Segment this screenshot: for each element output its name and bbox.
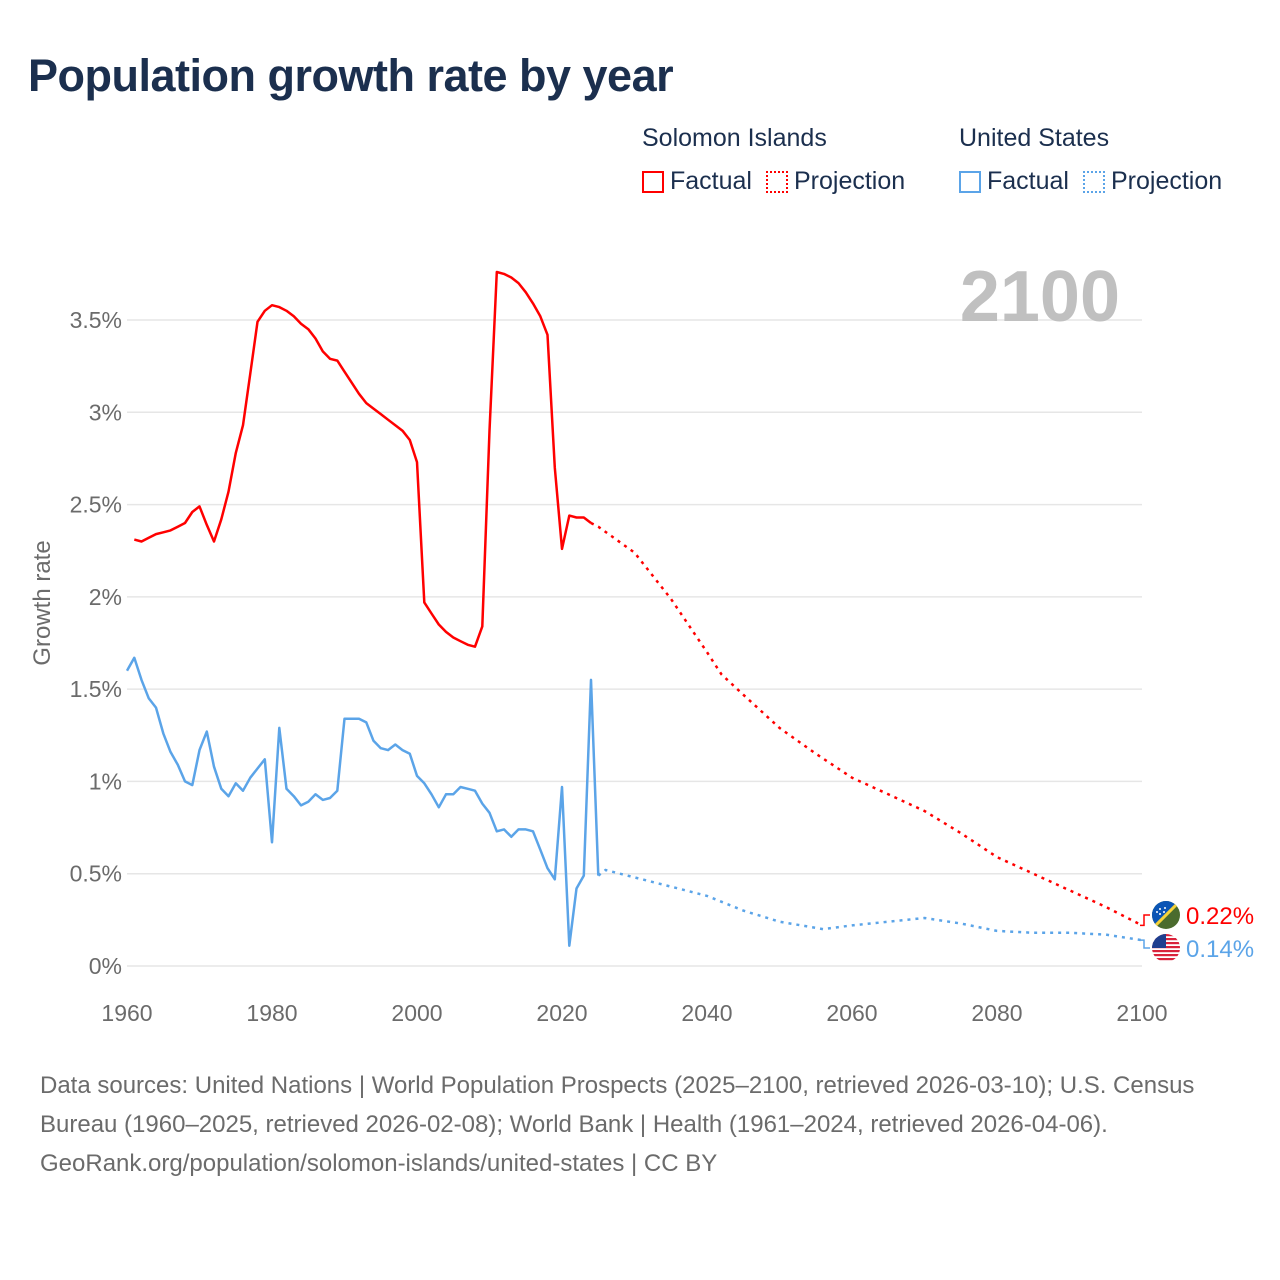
chart-title: Population growth rate by year [28, 50, 674, 101]
y-tick-label: 2% [89, 584, 122, 610]
x-tick-label: 2000 [391, 1000, 442, 1026]
y-tick-label: 3.5% [70, 307, 122, 333]
x-tick-label: 2060 [826, 1000, 877, 1026]
x-tick-label: 2020 [536, 1000, 587, 1026]
legend-swatch-dotted [765, 170, 788, 193]
end-label-connector [1140, 914, 1150, 927]
line-projection-united-states [597, 868, 1143, 942]
y-tick-label: 1% [89, 768, 122, 794]
y-tick-label: 1.5% [70, 676, 122, 702]
x-tick-label: 2040 [681, 1000, 732, 1026]
end-value-label: 0.22% [1186, 903, 1254, 930]
solomon-islands-flag-icon [1152, 901, 1180, 929]
flag-star [1163, 911, 1165, 913]
x-tick-label: 1980 [246, 1000, 297, 1026]
y-tick-label: 0.5% [70, 861, 122, 887]
flag-star [1164, 907, 1166, 909]
chart-plot: 0% 0.5% 1% 1.5% 2% 2.5% 3% 3.5% 1960 1980 2000 2020… [29, 257, 1254, 1026]
credit-link[interactable]: GeoRank.org/population/solomon-islands/u… [40, 1150, 718, 1177]
flag-body [1152, 934, 1180, 962]
legend-label: Projection [793, 167, 906, 195]
end-label-connector [1140, 939, 1150, 949]
x-tick-label: 2100 [1116, 1000, 1167, 1026]
legend-label: Projection [1110, 167, 1223, 195]
line-factual-united-states [125, 656, 600, 947]
y-axis-label: Growth rate [29, 540, 56, 665]
x-tick-label: 1960 [101, 1000, 152, 1026]
end-value-label: 0.14% [1186, 936, 1254, 963]
y-tick-label: 0% [89, 953, 122, 979]
legend-solomon-islands: Solomon Islands Factual Projection [642, 124, 905, 196]
legend-group-title: United States [959, 124, 1110, 152]
flag-stripe [1152, 958, 1180, 961]
data-sources: Data sources: United Nations | World Pop… [40, 1072, 1195, 1138]
legend-united-states: United States Factual Projection [959, 124, 1222, 196]
footer: Data sources: United Nations | World Pop… [40, 1066, 1240, 1183]
legend-item-projection[interactable]: Projection [1082, 167, 1223, 196]
legend-item-projection[interactable]: Projection [765, 167, 906, 196]
legend-group-title: Solomon Islands [642, 124, 827, 152]
flag-star [1156, 911, 1158, 913]
legend-swatch-solid [959, 170, 981, 193]
legend-label: Factual [670, 167, 752, 195]
flag-stripe [1152, 950, 1180, 953]
flag-stripe [1152, 901, 1180, 929]
flag-star [1159, 913, 1161, 915]
y-tick-label: 2.5% [70, 492, 122, 518]
legend-item-factual[interactable]: Factual [642, 167, 752, 196]
flag-star [1159, 908, 1161, 910]
line-factual-solomon-islands [133, 270, 592, 648]
flag-stripe [1152, 954, 1180, 957]
legend-swatch-solid [642, 170, 664, 193]
us-flag-icon [1152, 934, 1180, 962]
x-tick-label: 2080 [971, 1000, 1022, 1026]
flag-body [1152, 901, 1180, 929]
current-year-label: 2100 [960, 257, 1120, 337]
legend-item-factual[interactable]: Factual [959, 167, 1069, 196]
line-projection-solomon-islands [590, 521, 1143, 927]
legend-label: Factual [987, 167, 1069, 195]
flag-canton [1152, 934, 1166, 948]
legend-swatch-dotted [1082, 170, 1105, 193]
y-tick-label: 3% [89, 399, 122, 425]
